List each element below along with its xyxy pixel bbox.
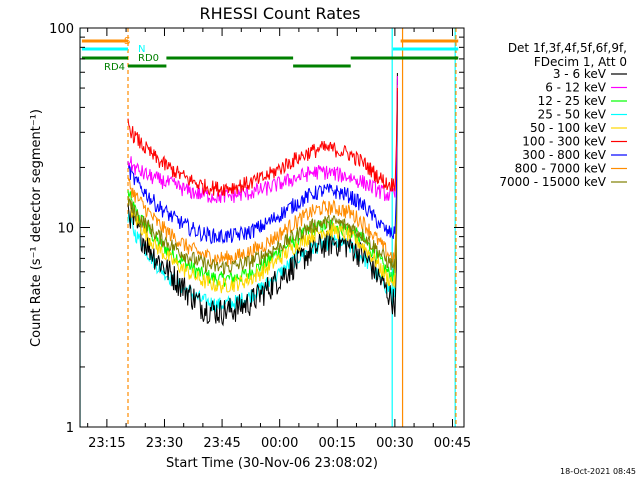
x-tick-label: 00:15 bbox=[319, 436, 356, 451]
series-line-9 bbox=[127, 96, 398, 276]
legend-entry-label: 12 - 25 keV bbox=[538, 94, 607, 108]
x-tick-label: 00:00 bbox=[261, 436, 298, 451]
state-label-n: N bbox=[138, 44, 145, 55]
y-axis-label: Count Rate (s⁻¹ detector segment⁻¹) bbox=[29, 109, 44, 347]
x-axis-label: Start Time (30-Nov-06 23:08:02) bbox=[166, 456, 378, 471]
state-label-rd4: RD4 bbox=[104, 62, 125, 73]
x-tick-label: 23:30 bbox=[146, 436, 183, 451]
chart-title: RHESSI Count Rates bbox=[200, 4, 361, 23]
x-tick-label: 23:15 bbox=[88, 436, 125, 451]
legend-entry-label: 3 - 6 keV bbox=[553, 67, 607, 81]
legend-entry-label: 6 - 12 keV bbox=[545, 81, 607, 95]
legend: Det 1f,3f,4f,5f,6f,9f, FDecim 1, Att 0 3… bbox=[499, 41, 627, 189]
legend-entry-label: 100 - 300 keV bbox=[522, 135, 606, 149]
timestamp: 18-Oct-2021 08:45 bbox=[560, 467, 636, 476]
series-line-6 bbox=[127, 87, 398, 197]
state-label-s: S bbox=[124, 36, 130, 47]
y-tick-label: 10 bbox=[57, 222, 74, 237]
x-axis: 23:15 23:30 23:45 00:00 00:15 00:30 00:45 bbox=[87, 28, 471, 451]
series-line-2 bbox=[127, 75, 398, 204]
x-tick-label: 00:45 bbox=[434, 436, 471, 451]
legend-entry-label: 800 - 7000 keV bbox=[515, 162, 607, 176]
legend-entry-label: 25 - 50 keV bbox=[538, 108, 607, 122]
state-label-rd0: RD0 bbox=[138, 53, 159, 64]
y-axis: 1 10 100 bbox=[49, 22, 464, 436]
legend-entry-label: 50 - 100 keV bbox=[530, 121, 607, 135]
y-tick-label: 1 bbox=[66, 421, 74, 436]
x-tick-label: 23:45 bbox=[203, 436, 240, 451]
x-tick-label: 00:30 bbox=[376, 436, 413, 451]
series-line-7 bbox=[127, 90, 398, 245]
legend-header-line-1: Det 1f,3f,4f,5f,6f,9f, bbox=[508, 41, 627, 55]
series-line-1 bbox=[127, 72, 398, 327]
legend-entry-label: 300 - 800 keV bbox=[522, 148, 606, 162]
y-tick-label: 100 bbox=[49, 22, 74, 37]
series-line-8 bbox=[127, 93, 398, 266]
legend-entry-label: 7000 - 15000 keV bbox=[499, 175, 606, 189]
legend-header-line-2: FDecim 1, Att 0 bbox=[534, 55, 627, 69]
